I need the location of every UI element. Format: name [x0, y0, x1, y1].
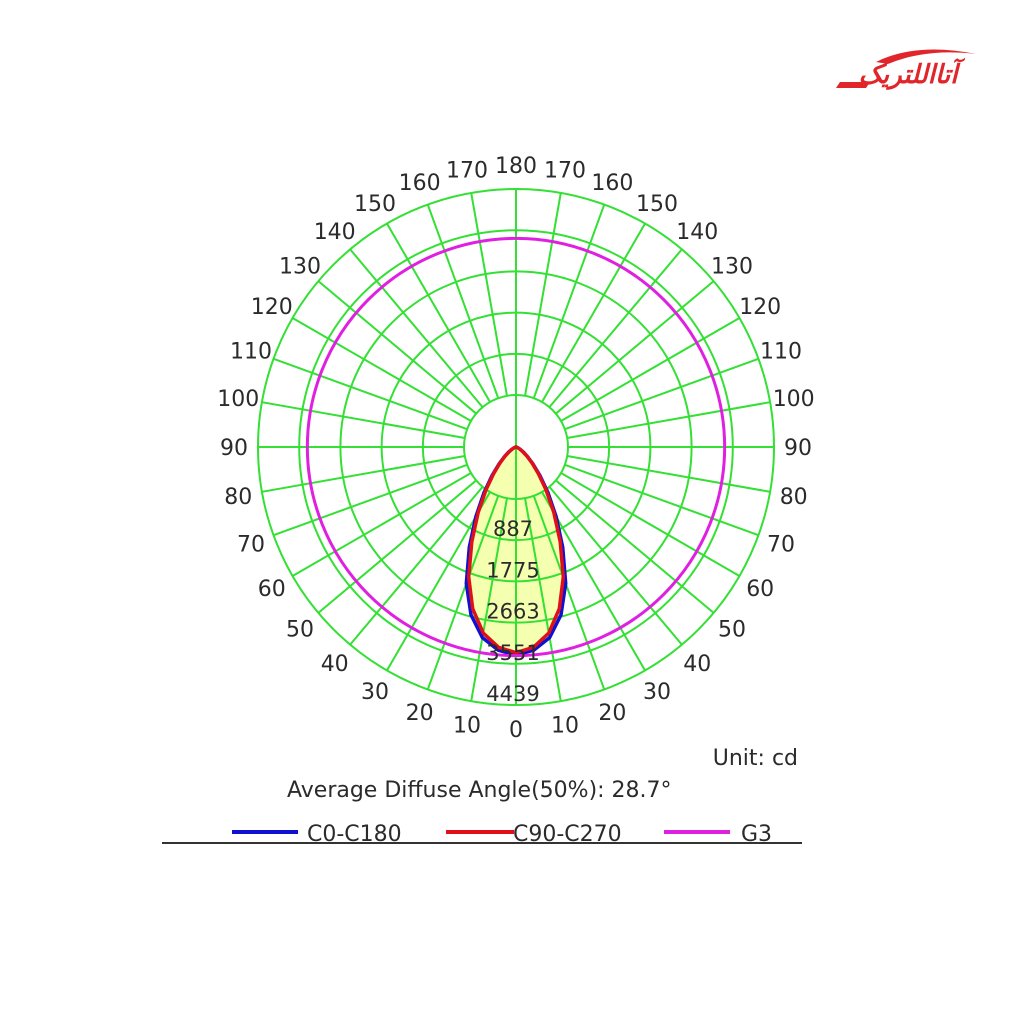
angle-label-left: 180	[495, 154, 537, 179]
angle-label-left: 20	[406, 701, 434, 726]
angle-label-right: 70	[767, 532, 795, 557]
angle-label-left: 170	[446, 158, 488, 183]
angle-label-right: 140	[676, 220, 718, 245]
grid-spoke	[292, 472, 472, 577]
angle-label-right: 60	[746, 577, 774, 602]
radial-tick-label: 887	[493, 517, 533, 541]
angle-labels: 0102030405060708090100110120130140150160…	[217, 154, 814, 743]
polar-grid	[257, 188, 775, 706]
grid-spoke	[564, 463, 759, 537]
grid-spoke	[541, 491, 646, 671]
grid-spoke	[426, 204, 500, 399]
angle-label-left: 130	[279, 255, 321, 280]
angle-label-right: 170	[544, 158, 586, 183]
grid-spoke	[273, 357, 468, 431]
angle-label-left: 50	[286, 617, 314, 642]
angle-label-left: 110	[230, 340, 272, 365]
grid-spoke	[426, 495, 500, 690]
angle-label-right: 90	[784, 436, 812, 461]
angle-label-right: 130	[711, 255, 753, 280]
grid-spoke	[560, 472, 740, 577]
grid-spoke	[555, 280, 715, 415]
angle-label-left: 90	[220, 436, 248, 461]
grid-spoke	[349, 486, 484, 646]
series-c90-c270	[466, 445, 566, 655]
grid-spoke	[564, 357, 759, 431]
grid-spoke	[532, 495, 606, 690]
grid-spoke	[470, 192, 508, 396]
grid-spoke	[548, 486, 683, 646]
angle-label-left: 100	[217, 387, 259, 412]
angle-label-right: 150	[636, 192, 678, 217]
brand-logo	[836, 40, 982, 104]
grid-spoke	[567, 401, 771, 439]
radial-tick-label: 1775	[486, 558, 539, 582]
grid-spoke	[317, 479, 477, 614]
brand-swoosh-icon	[836, 49, 976, 88]
angle-label-right: 160	[591, 171, 633, 196]
legend-label-c0-c180: C0-C180	[307, 822, 402, 847]
legend-label-c90-c270: C90-C270	[513, 822, 622, 847]
legend: C0-C180 C90-C270 G3	[232, 822, 772, 847]
grid-spoke	[541, 223, 646, 403]
grid-spoke	[470, 498, 508, 702]
brand-logo-text: آتااللتریک	[858, 60, 958, 90]
angle-label-left: 60	[258, 577, 286, 602]
grid-spoke	[261, 455, 465, 493]
radial-tick-label: 4439	[486, 682, 539, 706]
grid-spoke	[317, 280, 477, 415]
radial-tick-label: 3551	[486, 641, 539, 665]
grid-spoke	[560, 317, 740, 422]
angle-label-left: 140	[314, 220, 356, 245]
angle-label-left: 80	[224, 485, 252, 510]
grid-spoke	[548, 248, 683, 408]
series-g3	[305, 236, 727, 658]
angle-label-left: 150	[354, 192, 396, 217]
grid-spoke	[386, 223, 491, 403]
grid-spoke	[292, 317, 472, 422]
radial-tick-label: 2663	[486, 600, 539, 624]
angle-label-left: 120	[251, 295, 293, 320]
legend-label-g3: G3	[741, 822, 772, 847]
angle-label-right: 40	[683, 652, 711, 677]
series-layer	[305, 236, 727, 658]
radial-tick-labels: 887 1775 2663 3551 4439	[486, 517, 539, 706]
angle-label-left: 10	[453, 714, 481, 739]
angle-label-right: 120	[739, 295, 781, 320]
angle-label-right: 30	[643, 680, 671, 705]
angle-label-right: 10	[551, 714, 579, 739]
grid-spoke	[261, 401, 465, 439]
grid-spoke	[273, 463, 468, 537]
angle-label-left: 70	[237, 532, 265, 557]
angle-label-left: 160	[399, 171, 441, 196]
angle-label-right: 80	[780, 485, 808, 510]
angle-label-right: 50	[718, 617, 746, 642]
unit-label: Unit: cd	[713, 746, 798, 771]
grid-spoke	[532, 204, 606, 399]
angle-label-right: 110	[760, 340, 802, 365]
angle-label-right: 20	[598, 701, 626, 726]
average-angle-label: Average Diffuse Angle(50%): 28.7°	[287, 778, 672, 803]
angle-label-left: 40	[321, 652, 349, 677]
angle-label-left: 0	[509, 718, 523, 743]
grid-spoke	[524, 498, 562, 702]
angle-label-right: 100	[773, 387, 815, 412]
grid-spoke	[524, 192, 562, 396]
grid-spoke	[386, 491, 491, 671]
grid-spoke	[349, 248, 484, 408]
angle-label-left: 30	[361, 680, 389, 705]
grid-spoke	[567, 455, 771, 493]
grid-spoke	[555, 479, 715, 614]
